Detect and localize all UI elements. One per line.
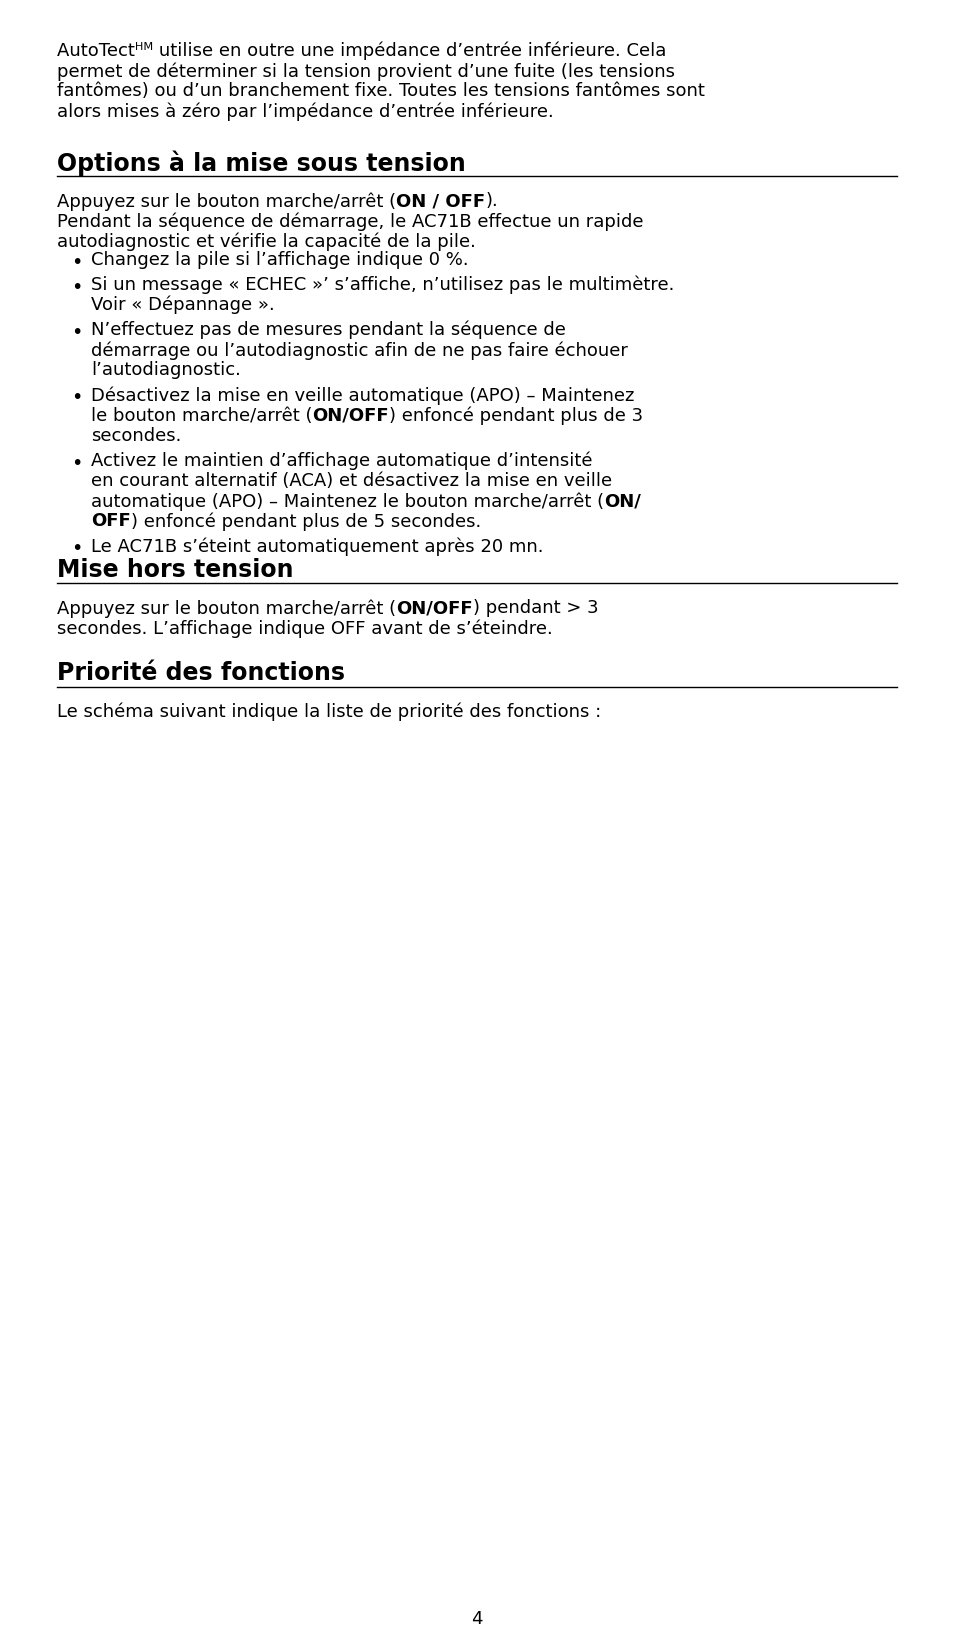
Text: Désactivez la mise en veille automatique (APO) – Maintenez: Désactivez la mise en veille automatique… <box>91 386 634 405</box>
Text: fantômes) ou d’un branchement fixe. Toutes les tensions fantômes sont: fantômes) ou d’un branchement fixe. Tout… <box>57 82 704 101</box>
Text: l’autodiagnostic.: l’autodiagnostic. <box>91 361 240 379</box>
Text: Options à la mise sous tension: Options à la mise sous tension <box>57 150 465 176</box>
Text: 4: 4 <box>471 1610 482 1628</box>
Text: •: • <box>71 389 82 407</box>
Text: Mise hors tension: Mise hors tension <box>57 557 294 582</box>
Text: Le schéma suivant indique la liste de priorité des fonctions :: Le schéma suivant indique la liste de pr… <box>57 704 600 722</box>
Text: Le AC71B s’éteint automatiquement après 20 mn.: Le AC71B s’éteint automatiquement après … <box>91 537 543 555</box>
Text: AutoTectᴴᴹ utilise en outre une impédance d’entrée inférieure. Cela: AutoTectᴴᴹ utilise en outre une impédanc… <box>57 41 666 61</box>
Text: •: • <box>71 539 82 559</box>
Text: N’effectuez pas de mesures pendant la séquence de: N’effectuez pas de mesures pendant la sé… <box>91 321 565 339</box>
Text: Appuyez sur le bouton marche/arrêt (: Appuyez sur le bouton marche/arrêt ( <box>57 600 395 618</box>
Text: ON / OFF: ON / OFF <box>395 193 485 209</box>
Text: Pendant la séquence de démarrage, le AC71B effectue un rapide: Pendant la séquence de démarrage, le AC7… <box>57 213 643 231</box>
Text: ) enfoncé pendant plus de 5 secondes.: ) enfoncé pendant plus de 5 secondes. <box>131 513 480 531</box>
Text: permet de déterminer si la tension provient d’une fuite (les tensions: permet de déterminer si la tension provi… <box>57 63 675 81</box>
Text: le bouton marche/arrêt (: le bouton marche/arrêt ( <box>91 407 313 425</box>
Text: ON/OFF: ON/OFF <box>313 407 389 425</box>
Text: secondes.: secondes. <box>91 427 181 445</box>
Text: ON/OFF: ON/OFF <box>395 600 473 616</box>
Text: Changez la pile si l’affichage indique 0 %.: Changez la pile si l’affichage indique 0… <box>91 250 468 269</box>
Text: Priorité des fonctions: Priorité des fonctions <box>57 661 345 686</box>
Text: ON/: ON/ <box>603 493 640 511</box>
Text: secondes. L’affichage indique OFF avant de s’éteindre.: secondes. L’affichage indique OFF avant … <box>57 620 552 638</box>
Text: OFF: OFF <box>91 513 131 531</box>
Text: ) enfoncé pendant plus de 3: ) enfoncé pendant plus de 3 <box>389 407 642 425</box>
Text: ) pendant > 3: ) pendant > 3 <box>473 600 598 616</box>
Text: •: • <box>71 453 82 473</box>
Text: automatique (APO) – Maintenez le bouton marche/arrêt (: automatique (APO) – Maintenez le bouton … <box>91 493 603 511</box>
Text: Appuyez sur le bouton marche/arrêt (: Appuyez sur le bouton marche/arrêt ( <box>57 193 395 211</box>
Text: •: • <box>71 252 82 272</box>
Text: en courant alternatif (ACA) et désactivez la mise en veille: en courant alternatif (ACA) et désactive… <box>91 471 612 489</box>
Text: Voir « Dépannage ».: Voir « Dépannage ». <box>91 297 274 315</box>
Text: Activez le maintien d’affichage automatique d’intensité: Activez le maintien d’affichage automati… <box>91 452 592 470</box>
Text: •: • <box>71 323 82 343</box>
Text: démarrage ou l’autodiagnostic afin de ne pas faire échouer: démarrage ou l’autodiagnostic afin de ne… <box>91 341 627 359</box>
Text: alors mises à zéro par l’impédance d’entrée inférieure.: alors mises à zéro par l’impédance d’ent… <box>57 102 553 120</box>
Text: ).: ). <box>485 193 497 209</box>
Text: •: • <box>71 277 82 297</box>
Text: Si un message « ECHEC »’ s’affiche, n’utilisez pas le multimètre.: Si un message « ECHEC »’ s’affiche, n’ut… <box>91 275 674 295</box>
Text: autodiagnostic et vérifie la capacité de la pile.: autodiagnostic et vérifie la capacité de… <box>57 232 476 250</box>
